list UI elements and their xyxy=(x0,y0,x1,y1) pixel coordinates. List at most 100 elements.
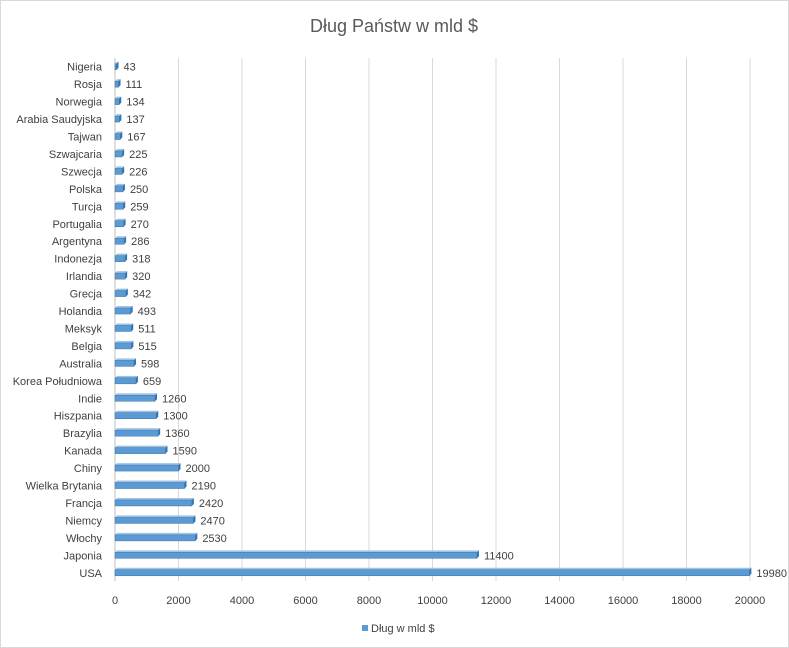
data-labels: 19980 11400 2530 2470 2420 2190 2000 1590 1360 13… xyxy=(124,62,787,580)
bar xyxy=(114,480,187,489)
category-label: Szwecja xyxy=(61,166,103,178)
data-label: 226 xyxy=(129,166,147,178)
bar-front-face xyxy=(114,464,179,472)
data-label: 320 xyxy=(132,271,150,283)
category-label: USA xyxy=(79,568,102,580)
category-label: Tajwan xyxy=(68,132,102,144)
bar-side-face xyxy=(133,358,136,367)
bar-side-face xyxy=(135,375,138,384)
bar-front-face xyxy=(114,429,159,437)
bar-side-face xyxy=(130,306,133,315)
bar-front-face xyxy=(114,133,121,140)
bar-side-face xyxy=(123,201,126,210)
bar-side-face xyxy=(119,96,122,105)
x-tick-label: 12000 xyxy=(481,595,512,607)
x-tick-label: 2000 xyxy=(166,595,190,607)
category-label: Francja xyxy=(65,498,103,510)
bar-side-face xyxy=(131,323,134,332)
category-label: Niemcy xyxy=(65,515,102,527)
data-label: 659 xyxy=(143,376,161,388)
bar xyxy=(114,114,122,123)
x-tick-label: 8000 xyxy=(357,595,381,607)
bar-side-face xyxy=(184,480,187,489)
bar-top-face xyxy=(115,236,127,239)
x-tick-label: 4000 xyxy=(230,595,254,607)
bar-front-face xyxy=(114,342,132,350)
bar-front-face xyxy=(114,447,166,454)
bar-side-face xyxy=(191,497,194,506)
bar xyxy=(114,201,126,210)
category-label: Polska xyxy=(69,184,103,196)
bar xyxy=(114,218,126,228)
bar-side-face xyxy=(125,253,128,262)
bar-front-face xyxy=(114,98,120,105)
bar-side-face xyxy=(165,445,168,454)
bar-top-face xyxy=(115,497,194,500)
bar-front-face xyxy=(114,203,124,210)
category-label: Indonezja xyxy=(54,254,103,266)
bar-side-face xyxy=(476,550,479,559)
bar-front-face xyxy=(114,80,119,88)
bar-top-face xyxy=(115,201,126,204)
gridlines xyxy=(114,58,751,581)
bar xyxy=(114,428,161,437)
data-label: 318 xyxy=(132,254,150,266)
bar-front-face xyxy=(114,63,117,70)
bar-front-face xyxy=(114,499,193,507)
bar xyxy=(114,340,134,350)
data-label: 270 xyxy=(131,219,149,231)
data-label: 2470 xyxy=(200,515,224,527)
bar-front-face xyxy=(114,395,156,402)
bar-side-face xyxy=(158,428,161,437)
bar xyxy=(114,550,479,559)
category-label: Japonia xyxy=(63,550,102,562)
x-tick-label: 0 xyxy=(112,595,118,607)
category-label: Nigeria xyxy=(67,62,103,74)
data-label: 598 xyxy=(141,358,159,370)
bar-side-face xyxy=(193,515,196,524)
bar-front-face xyxy=(114,377,137,385)
bar-front-face xyxy=(114,569,750,577)
bar xyxy=(114,61,119,70)
bar-top-face xyxy=(115,410,159,413)
bar-top-face xyxy=(115,166,125,169)
bar xyxy=(114,79,121,88)
category-label: Grecja xyxy=(70,289,103,301)
category-label: Szwajcaria xyxy=(49,149,103,161)
bar-side-face xyxy=(125,271,128,280)
bar-top-face xyxy=(115,271,128,274)
data-label: 286 xyxy=(131,236,149,248)
bar-top-face xyxy=(115,428,161,431)
bar xyxy=(114,532,198,542)
bar-front-face xyxy=(114,237,125,245)
bar-front-face xyxy=(114,168,123,175)
data-label: 111 xyxy=(126,79,143,91)
bar-top-face xyxy=(115,253,128,256)
bar-top-face xyxy=(115,358,136,361)
category-label: Brazylia xyxy=(63,428,103,440)
bar xyxy=(114,410,159,419)
bar-top-face xyxy=(115,550,479,553)
x-tick-label: 14000 xyxy=(544,595,575,607)
category-label: Hiszpania xyxy=(54,411,103,423)
bar-front-face xyxy=(114,185,124,193)
bar xyxy=(114,323,134,332)
bar xyxy=(114,306,133,315)
bar-front-face xyxy=(114,255,126,262)
bar-front-face xyxy=(114,325,132,332)
bar xyxy=(114,375,138,385)
data-label: 19980 xyxy=(756,568,787,580)
bar xyxy=(114,253,128,262)
data-label: 1260 xyxy=(162,393,186,405)
bar-top-face xyxy=(115,463,181,466)
category-label: Indie xyxy=(78,393,102,405)
data-label: 1360 xyxy=(165,428,189,440)
bar-side-face xyxy=(116,61,119,70)
category-label: Norwegia xyxy=(56,97,103,109)
bar-side-face xyxy=(122,166,125,175)
bar-side-face xyxy=(120,131,123,140)
data-label: 11400 xyxy=(484,550,514,562)
chart-title: Dług Państw w mld $ xyxy=(310,16,478,36)
category-label: Meksyk xyxy=(65,323,103,335)
